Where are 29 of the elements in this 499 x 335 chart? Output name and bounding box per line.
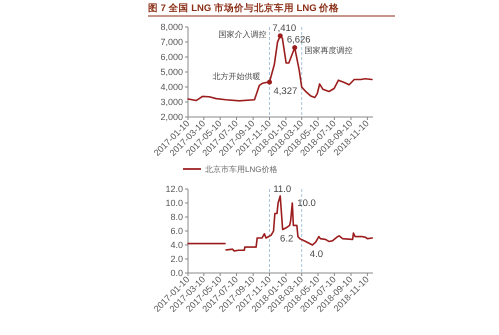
y-tick-label: 0.0 bbox=[170, 268, 183, 278]
chart-title: 图 7 全国 LNG 市场价与北京车用 LNG 价格 bbox=[148, 2, 340, 14]
y-tick-label: 4.0 bbox=[170, 240, 183, 250]
y-tick-label: 3,000 bbox=[160, 97, 183, 107]
point bbox=[278, 33, 283, 38]
annotation: 6.2 bbox=[280, 234, 294, 245]
y-tick-label: 4,000 bbox=[160, 82, 183, 92]
y-tick-label: 2,000 bbox=[160, 112, 183, 122]
legend-label: 北京市车用LNG价格 bbox=[205, 165, 278, 174]
point bbox=[292, 45, 298, 50]
y-tick-label: 6.0 bbox=[170, 226, 183, 236]
annotation: 4.0 bbox=[310, 249, 324, 260]
data-label: 4,327 bbox=[274, 86, 298, 98]
y-tick-label: 6,000 bbox=[160, 52, 183, 62]
ref-line-label: 国家再度调控 bbox=[304, 46, 353, 55]
y-tick-label: 10.0 bbox=[165, 198, 183, 208]
data-label: 6,626 bbox=[286, 34, 311, 46]
annotation: 10.0 bbox=[297, 198, 316, 209]
y-tick-label: 8.0 bbox=[170, 212, 183, 222]
y-tick-label: 5,000 bbox=[160, 67, 183, 77]
point bbox=[267, 80, 272, 85]
annotation: 北方开始供暖 bbox=[212, 72, 261, 82]
y-tick-label: 8,000 bbox=[160, 22, 183, 32]
data-label: 7,410 bbox=[272, 22, 296, 34]
annotation: 11.0 bbox=[273, 184, 292, 195]
ref-line-label: 国家介入调控 bbox=[218, 30, 267, 39]
y-tick-label: 7,000 bbox=[160, 37, 183, 47]
y-tick-label: 12.0 bbox=[165, 184, 183, 194]
y-tick-label: 2.0 bbox=[170, 254, 183, 264]
